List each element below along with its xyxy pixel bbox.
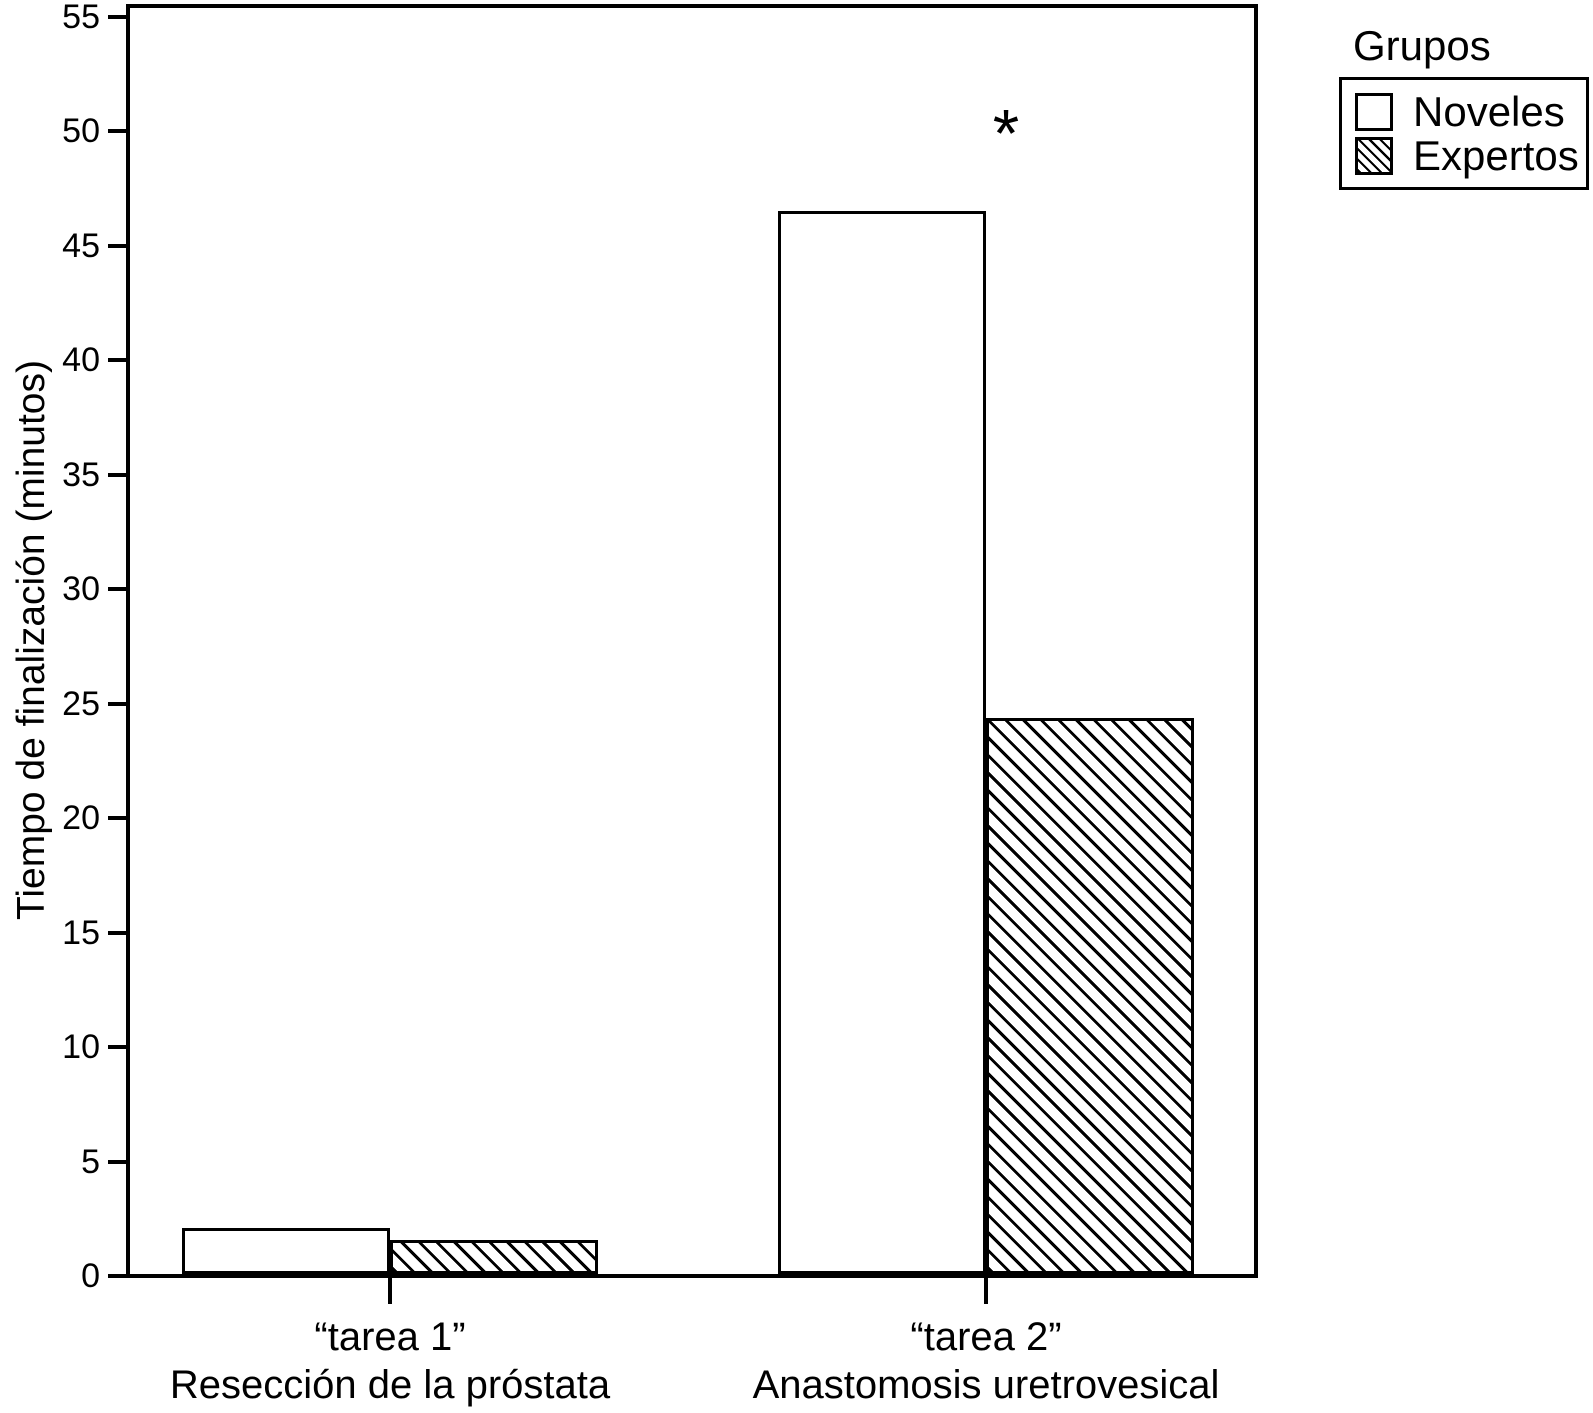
y-tick-label: 10 [62, 1028, 100, 1066]
y-tick-mark [108, 129, 130, 133]
bar-expertos-cat2 [986, 718, 1194, 1274]
category-label-line2: Resección de la próstata [169, 1363, 611, 1407]
legend-title: Grupos [1353, 22, 1491, 69]
y-tick-mark [108, 1274, 130, 1278]
category-label-line1: “tarea 1” [314, 1315, 466, 1359]
y-tick-mark [108, 587, 130, 591]
y-tick-label: 55 [62, 0, 100, 36]
y-tick-label: 50 [62, 112, 100, 150]
legend-entry-label: Noveles [1413, 88, 1565, 135]
y-tick-label: 15 [62, 914, 100, 952]
y-tick-mark [108, 1045, 130, 1049]
y-tick-mark [108, 931, 130, 935]
y-tick-label: 40 [62, 341, 100, 379]
legend-box: Noveles Expertos [1339, 77, 1589, 190]
y-tick-mark [108, 1160, 130, 1164]
y-tick-mark [108, 244, 130, 248]
y-tick-label: 35 [62, 456, 100, 494]
category-label-tarea-1: “tarea 1” Resección de la próstata [40, 1313, 740, 1409]
y-tick-mark [108, 358, 130, 362]
legend-entry-expertos: Expertos [1355, 132, 1586, 179]
plot-area [126, 4, 1258, 1278]
y-tick-mark [108, 702, 130, 706]
noveles-swatch-icon [1355, 93, 1393, 131]
x-tick-mark [984, 1277, 988, 1304]
y-tick-mark [108, 473, 130, 477]
bar-expertos-cat1 [390, 1240, 598, 1274]
expertos-swatch-icon [1355, 137, 1393, 175]
bars-layer [130, 8, 1254, 1274]
significance-asterisk: * [992, 95, 1020, 172]
category-label-tarea-2: “tarea 2” Anastomosis uretrovesical [636, 1313, 1336, 1409]
y-tick-mark [108, 15, 130, 19]
legend-entry-noveles: Noveles [1355, 88, 1586, 135]
y-tick-label: 30 [62, 570, 100, 608]
y-tick-label: 0 [81, 1257, 100, 1295]
y-tick-label: 5 [81, 1143, 100, 1181]
y-tick-mark [108, 816, 130, 820]
legend-entry-label: Expertos [1413, 132, 1579, 179]
bar-noveles-cat1 [182, 1228, 390, 1274]
category-label-line2: Anastomosis uretrovesical [752, 1363, 1220, 1407]
category-label-line1: “tarea 2” [910, 1315, 1062, 1359]
y-tick-label: 45 [62, 227, 100, 265]
y-tick-label: 25 [62, 685, 100, 723]
bar-noveles-cat2 [778, 211, 986, 1274]
x-tick-mark [388, 1277, 392, 1304]
y-tick-label: 20 [62, 799, 100, 837]
